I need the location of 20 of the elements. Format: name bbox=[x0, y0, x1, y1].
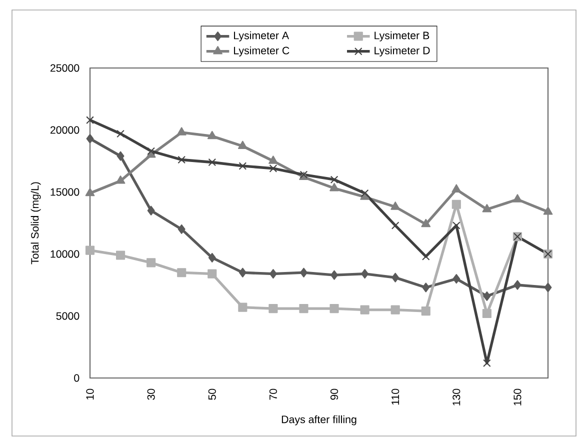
x-tick-label: 130 bbox=[452, 388, 460, 406]
legend-label: Lysimeter D bbox=[374, 46, 430, 56]
x-tick-label: 50 bbox=[208, 388, 216, 400]
legend-label: Lysimeter A bbox=[234, 31, 290, 42]
x-tick-label: 70 bbox=[269, 388, 277, 400]
x-tick-label: 30 bbox=[147, 388, 155, 400]
x-axis-title: Days after filling bbox=[282, 415, 356, 426]
legend-label: Lysimeter B bbox=[374, 31, 430, 42]
x-tick-label: 10 bbox=[86, 388, 94, 400]
legend-label: Lysimeter C bbox=[234, 46, 290, 56]
y-axis-title: Total Solid (mg/L) bbox=[30, 182, 41, 264]
x-tick-label: 150 bbox=[514, 388, 522, 406]
y-tick-label: 25000 bbox=[50, 64, 80, 72]
x-tick-label: 90 bbox=[330, 388, 338, 400]
x-tick-label: 110 bbox=[392, 388, 400, 405]
y-tick-label: 10000 bbox=[50, 250, 80, 258]
y-tick-label: 15000 bbox=[50, 188, 80, 196]
y-tick-label: 0 bbox=[74, 374, 80, 382]
y-tick-label: 20000 bbox=[50, 126, 80, 134]
y-tick-label: 5000 bbox=[56, 312, 80, 320]
